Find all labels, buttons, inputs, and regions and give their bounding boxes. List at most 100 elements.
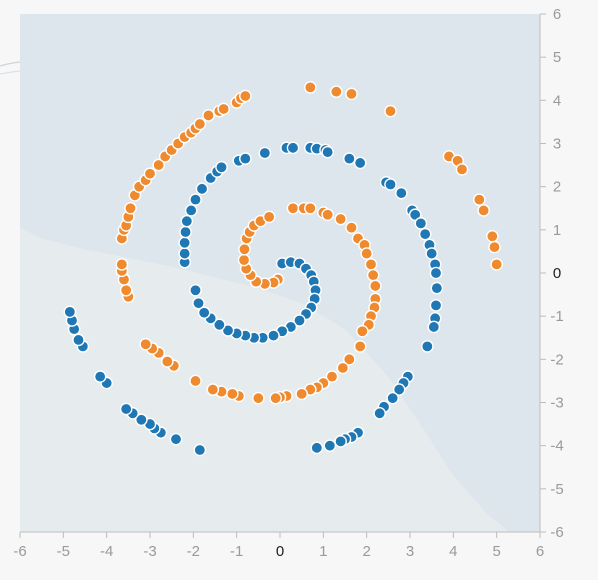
y-tick-label: -5 (550, 481, 563, 498)
data-point (215, 160, 228, 174)
data-point (169, 432, 183, 446)
series-0 (63, 141, 444, 457)
data-point (143, 167, 157, 181)
data-point (488, 240, 501, 254)
data-point (180, 214, 194, 228)
data-point (490, 258, 503, 271)
data-point (293, 314, 306, 327)
data-point (206, 383, 220, 396)
data-point (345, 87, 358, 101)
data-point (238, 242, 251, 256)
data-point (202, 109, 215, 122)
data-point (334, 435, 347, 448)
data-point (195, 182, 209, 196)
x-tick-label: 2 (362, 543, 370, 560)
data-point (425, 247, 438, 260)
data-point (226, 387, 239, 401)
data-point (63, 305, 77, 319)
data-point (364, 258, 378, 271)
data-point (258, 146, 272, 160)
data-point (139, 337, 152, 351)
data-point (343, 152, 356, 165)
data-point (262, 210, 276, 224)
data-point (93, 370, 107, 383)
data-point (430, 281, 444, 295)
data-point (267, 329, 280, 342)
data-point (427, 320, 441, 334)
y-tick-label: -3 (550, 395, 563, 412)
data-point (72, 333, 85, 347)
data-point (325, 370, 339, 383)
data-point (119, 283, 133, 297)
data-point (119, 402, 133, 416)
y-tick-label: 0 (553, 265, 561, 282)
data-point (310, 441, 324, 455)
x-tick-label: 0 (276, 543, 284, 560)
data-point (161, 355, 174, 368)
data-point (373, 406, 386, 420)
data-point (179, 225, 192, 239)
data-point (189, 283, 202, 297)
y-tick-label: -1 (550, 308, 563, 325)
data-point (360, 247, 373, 260)
data-point (269, 391, 282, 405)
data-point (304, 201, 317, 215)
data-point (477, 204, 490, 217)
scatter-points (63, 81, 503, 457)
data-point (321, 145, 334, 159)
data-point (286, 201, 300, 215)
data-point (239, 89, 252, 103)
data-point (295, 387, 308, 401)
series-1 (115, 81, 503, 405)
data-point (330, 85, 343, 98)
data-point (197, 306, 211, 320)
data-point (184, 204, 198, 217)
data-point (213, 318, 226, 332)
data-point (189, 193, 202, 206)
data-point (384, 178, 397, 191)
data-point (414, 217, 428, 230)
data-point (135, 413, 148, 427)
data-point (286, 141, 300, 155)
data-point (356, 324, 369, 338)
data-point (343, 353, 356, 366)
y-tick-label: 2 (553, 179, 561, 196)
x-tick-label: -4 (100, 543, 113, 560)
decision-region-lower (20, 227, 540, 533)
data-point (115, 258, 129, 271)
axes: -6 -5 -4 -3 -2 -1 0 1 2 3 4 5 6 6 5 4 3 2 1 0 -1 -2 -3 -4 -5 -6 (13, 6, 563, 560)
edge-artifact-line (0, 70, 21, 75)
edge-artifact-line (0, 61, 21, 67)
y-tick-label: 1 (553, 222, 561, 239)
data-point (152, 158, 165, 172)
data-point (189, 374, 202, 388)
y-tick-label: 4 (553, 92, 561, 109)
left-edge-artifacts (0, 61, 21, 75)
data-point (369, 279, 382, 293)
data-point (455, 163, 469, 176)
y-tick-label: 6 (553, 6, 561, 23)
data-point (124, 201, 137, 215)
data-point (193, 117, 207, 131)
data-point (304, 81, 317, 94)
data-point (192, 296, 205, 310)
data-point (408, 208, 422, 222)
x-tick-label: -1 (230, 543, 243, 560)
data-point (429, 299, 443, 312)
data-point (386, 391, 399, 405)
y-tick-label: -6 (550, 524, 563, 541)
data-point (384, 104, 397, 118)
data-point (418, 227, 432, 241)
x-tick-label: -5 (57, 543, 70, 560)
data-point (321, 208, 334, 222)
y-tick-label: -2 (550, 351, 563, 368)
data-point (323, 439, 337, 452)
x-tick-label: -3 (143, 543, 156, 560)
data-point (429, 266, 443, 280)
y-tick-label: -4 (550, 438, 563, 455)
data-point (473, 193, 486, 206)
data-point (336, 361, 350, 375)
data-point (392, 383, 406, 396)
data-point (486, 230, 499, 243)
